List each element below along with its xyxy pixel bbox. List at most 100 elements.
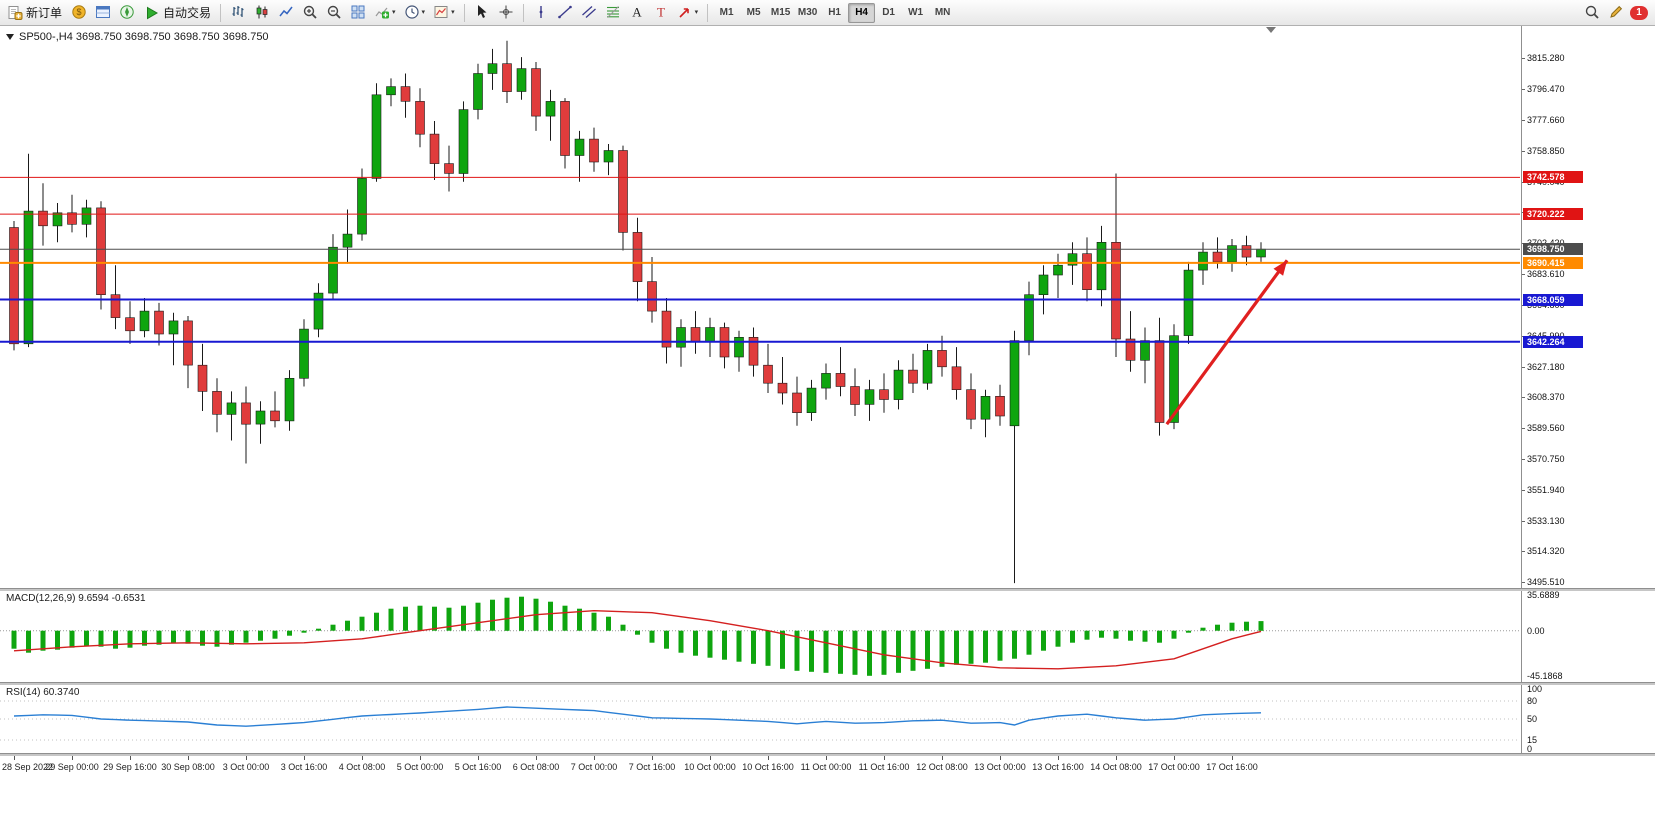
candle [719,322,730,369]
price-axis-tick [1522,274,1525,275]
macd-panel[interactable] [0,591,1520,682]
candle [96,201,106,310]
timeframe-mn-button[interactable]: MN [929,3,956,23]
periods-button[interactable]: ▾ [400,1,430,23]
timeframe-d1-button[interactable]: D1 [875,3,902,23]
candle [270,391,280,428]
price-scale[interactable]: 3815.2803796.4703777.6603758.8503740.040… [1521,26,1655,755]
price-axis-label: 3683.610 [1527,269,1565,279]
dropdown-caret-icon[interactable]: ▾ [392,8,396,16]
fibonacci-button[interactable] [601,1,625,23]
candle [429,121,440,180]
templates-button[interactable]: ▾ [429,1,459,23]
zoom-out-button[interactable] [322,1,346,23]
time-axis-label: 3 Oct 16:00 [280,762,328,772]
timeframe-w1-button[interactable]: W1 [902,3,929,23]
price-axis-label: 3627.180 [1527,362,1565,372]
time-axis-tick [652,756,653,760]
timeframe-m5-button[interactable]: M5 [740,3,767,23]
time-axis-tick [304,756,305,760]
candle [110,265,121,330]
panel-separator[interactable] [0,588,1655,591]
data-window-button[interactable] [91,1,115,23]
trendline-icon [557,4,573,20]
candle [1241,235,1252,266]
channel-button[interactable] [577,1,601,23]
cursor-icon [474,4,490,20]
price-axis-tick [1522,490,1525,491]
new-order-button[interactable]: 新订单 [3,2,66,24]
dropdown-caret-icon[interactable]: ▾ [694,8,699,16]
autotrade-play-icon [144,5,160,21]
timeframe-m15-button[interactable]: M15 [767,3,794,23]
dropdown-caret-icon[interactable]: ▾ [451,8,455,16]
timeframe-m30-button[interactable]: M30 [794,3,821,23]
toolbar-separator [522,3,524,22]
price-axis-tick [1522,428,1525,429]
time-axis-tick [768,756,769,760]
trend-arrow-annotation[interactable] [1165,259,1289,426]
price-axis-tick [1522,582,1525,583]
dropdown-caret-icon[interactable]: ▾ [421,8,426,16]
chart-shift-marker[interactable] [1266,27,1276,33]
time-axis-label: 13 Oct 00:00 [974,762,1026,772]
trendline-button[interactable] [553,1,577,23]
candle [183,316,193,389]
candle [1009,330,1020,584]
navigator-icon [119,4,135,20]
zoom-in-button[interactable] [298,1,322,23]
candle [1096,225,1107,307]
arrows-button[interactable]: ▾ [673,1,703,23]
time-axis-label: 28 Sep 2022 [2,762,54,772]
tile-windows-button[interactable] [346,1,370,23]
candle [197,343,208,411]
cursor-button[interactable] [470,1,494,23]
search-button[interactable] [1580,1,1604,23]
data-window-icon [95,4,111,20]
main-chart[interactable] [0,26,1520,588]
edit-button[interactable] [1604,1,1628,23]
time-axis-tick [1116,756,1117,760]
price-axis-label: 3533.130 [1527,516,1565,526]
macd-scale-label: 0.00 [1527,626,1545,636]
tile-windows-icon [350,4,366,20]
timeframe-h1-button[interactable]: H1 [821,3,848,23]
text-button[interactable]: A [625,1,649,23]
indicators-button[interactable]: ▾ [370,1,400,23]
bar-chart-button[interactable] [226,1,250,23]
candle [922,343,933,390]
timeframe-h4-button[interactable]: H4 [848,2,876,23]
vertical-line-button[interactable] [529,1,553,23]
candle [81,199,92,238]
line-chart-button[interactable] [274,1,298,23]
time-axis-label: 12 Oct 08:00 [916,762,968,772]
market-watch-button[interactable]: $ [67,1,91,23]
panel-separator[interactable] [0,753,1655,756]
panel-separator[interactable] [0,682,1655,685]
templates-icon [433,4,449,20]
time-axis[interactable]: 28 Sep 2022 29 Sep 00:00 29 Sep 16:00 30 Se… [0,756,1655,821]
label-button[interactable]: T [649,1,673,23]
timeframe-m1-button[interactable]: M1 [713,3,740,23]
candlestick-chart-icon [254,4,270,20]
auto-trading-label: 自动交易 [163,6,212,20]
candle [574,130,585,182]
svg-text:$: $ [77,7,82,17]
navigator-button[interactable] [115,1,139,23]
candle [1140,327,1150,384]
candlestick-chart-button[interactable] [250,1,274,23]
time-axis-label: 6 Oct 08:00 [512,762,560,772]
price-level-badge: 3668.059 [1523,294,1583,306]
candle [748,327,759,377]
price-axis-tick [1522,397,1525,398]
crosshair-button[interactable] [494,1,518,23]
price-axis-tick [1522,89,1525,90]
candle [473,63,483,120]
notification-badge[interactable]: 1 [1630,5,1648,20]
candle [661,298,672,364]
rsi-panel[interactable] [0,685,1520,753]
time-axis-label: 17 Oct 16:00 [1206,762,1258,772]
price-axis-tick [1522,521,1525,522]
auto-trading-button[interactable]: 自动交易 [140,2,215,24]
